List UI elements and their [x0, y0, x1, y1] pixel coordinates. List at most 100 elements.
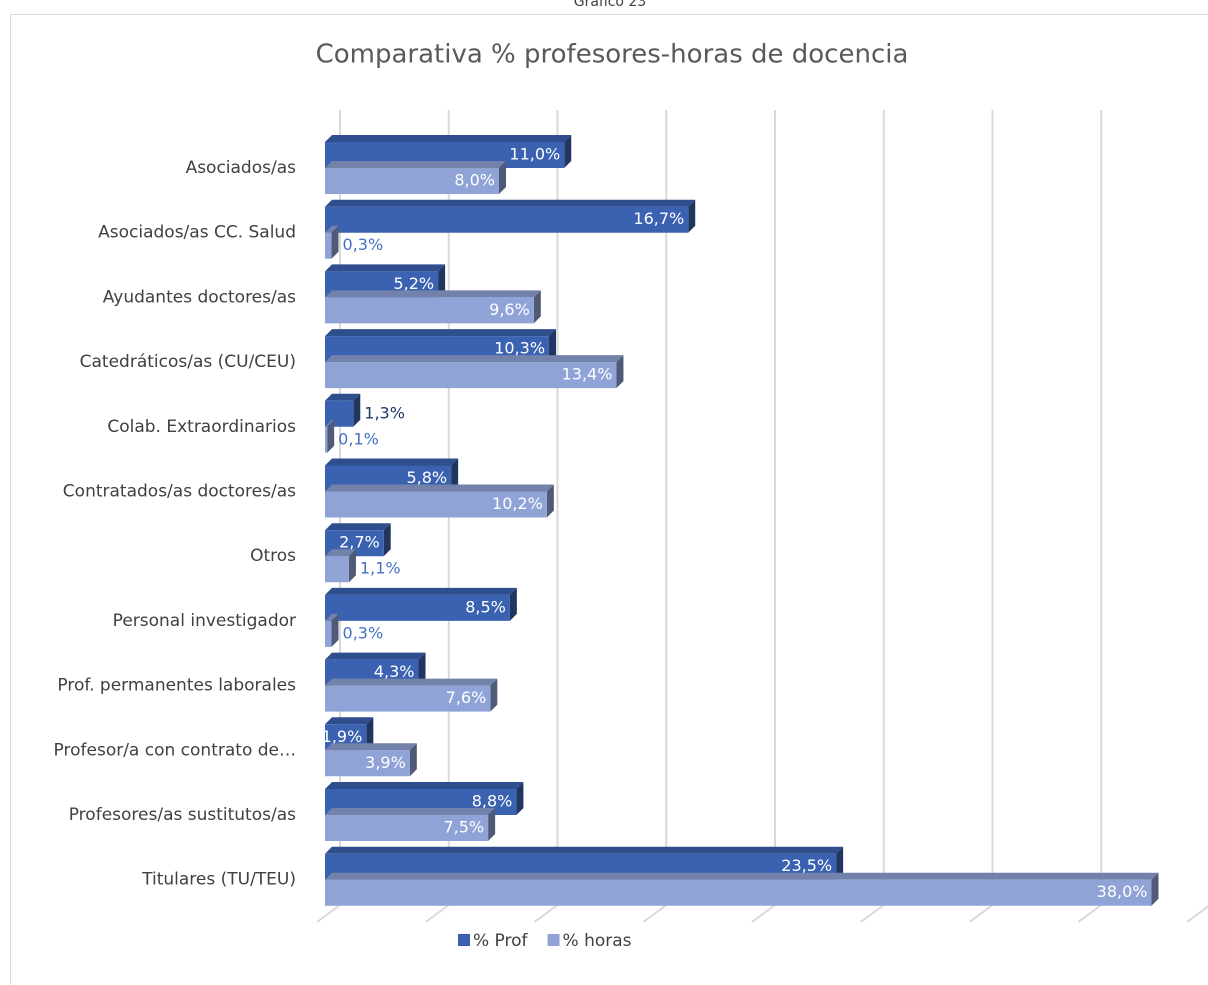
bar-face: [325, 523, 391, 531]
bar-face: [325, 808, 496, 815]
bar-face: [325, 782, 524, 789]
bar: [325, 161, 506, 194]
value-label: 7,6%: [446, 688, 487, 707]
bar-face: [451, 458, 459, 492]
bar-face: [325, 846, 844, 854]
bar-face: [325, 815, 489, 841]
bar: [325, 613, 339, 647]
bar-face: [348, 549, 356, 583]
y-tick-label: Catedráticos/as (CU/CEU): [80, 352, 296, 372]
bar-face: [325, 225, 339, 233]
bar: [325, 717, 374, 751]
bar-face: [325, 161, 506, 168]
bar-face: [516, 782, 524, 815]
bar-face: [418, 652, 426, 686]
bar-face: [325, 362, 617, 389]
bar-face: [325, 678, 498, 686]
bar-face: [616, 355, 624, 389]
bar-face: [331, 613, 339, 647]
bar-face: [325, 556, 349, 583]
bar-face: [688, 199, 696, 233]
value-label: 5,2%: [393, 274, 434, 293]
bar-face: [509, 587, 517, 621]
bar-face: [325, 199, 696, 207]
bar-face: [325, 264, 446, 272]
bar-face: [366, 717, 374, 751]
value-label: 1,1%: [360, 559, 401, 578]
value-label: 0,3%: [343, 623, 384, 642]
bar-face: [325, 484, 554, 492]
y-tick-label: Otros: [250, 546, 296, 566]
bar-face: [325, 743, 417, 751]
bar-face: [499, 161, 506, 194]
grid-floor: [860, 904, 885, 923]
grid-floor: [1077, 904, 1102, 923]
value-label: 9,6%: [489, 300, 530, 319]
bar: [325, 587, 517, 621]
y-tick-label: Profesor/a con contrato de…: [54, 740, 296, 760]
bar-face: [325, 613, 339, 621]
bar-face: [325, 750, 410, 777]
bar-face: [1151, 872, 1159, 906]
page-header: Gráfico 23: [574, 0, 647, 10]
grid-floor: [316, 904, 341, 923]
legend-label: % Prof: [473, 931, 529, 951]
bar-face: [325, 168, 499, 194]
bar-face: [836, 846, 844, 880]
value-label: 2,7%: [339, 533, 380, 552]
bar-face: [325, 879, 1152, 906]
bar-face: [325, 419, 335, 427]
value-label: 10,3%: [494, 339, 545, 358]
bar-face: [325, 329, 557, 337]
value-label: 1,3%: [364, 403, 405, 422]
bar-face: [325, 458, 459, 466]
bar-face: [325, 491, 547, 518]
bar-face: [325, 685, 491, 712]
bar-face: [383, 523, 391, 557]
bar-face: [325, 549, 356, 557]
value-label: 5,8%: [406, 468, 447, 487]
y-tick-label: Contratados/as doctores/as: [63, 482, 296, 502]
bar-face: [564, 135, 572, 168]
bar-face: [549, 329, 557, 363]
value-label: 4,3%: [374, 662, 415, 681]
bar: [325, 678, 498, 712]
value-label: 10,2%: [492, 494, 543, 513]
y-tick-label: Asociados/as: [186, 158, 297, 178]
y-tick-label: Ayudantes doctores/as: [103, 287, 296, 307]
bar-face: [325, 206, 689, 233]
bar-face: [325, 620, 332, 647]
bar: [325, 549, 356, 583]
bar: [325, 743, 417, 777]
bar-face: [325, 587, 517, 595]
bar-face: [325, 872, 1159, 880]
y-tick-label: Titulares (TU/TEU): [141, 870, 296, 890]
bar-face: [325, 135, 572, 142]
grid-floor: [425, 904, 450, 923]
value-label: 16,7%: [633, 209, 684, 228]
bar: [325, 355, 624, 389]
bar-face: [327, 419, 335, 453]
bar-face: [325, 652, 426, 660]
value-label: 23,5%: [781, 856, 832, 875]
bar-face: [533, 290, 541, 324]
value-label: 8,0%: [454, 171, 495, 190]
legend-swatch: [547, 934, 560, 946]
grid-floor: [533, 904, 559, 923]
value-label: 8,8%: [472, 792, 513, 811]
value-label: 11,0%: [509, 145, 560, 164]
bar-face: [325, 232, 332, 259]
bar: [325, 225, 339, 259]
value-label: 0,1%: [338, 429, 379, 448]
chart-title: Comparativa % profesores-horas de docenc…: [316, 40, 909, 70]
bar-face: [325, 393, 361, 401]
value-label: 0,3%: [343, 235, 384, 254]
y-tick-label: Colab. Extraordinarios: [107, 417, 296, 437]
bar: [325, 419, 335, 453]
grid-floor: [751, 904, 776, 923]
bar-face: [325, 297, 534, 324]
bar-face: [409, 743, 417, 777]
bar-face: [325, 426, 328, 453]
